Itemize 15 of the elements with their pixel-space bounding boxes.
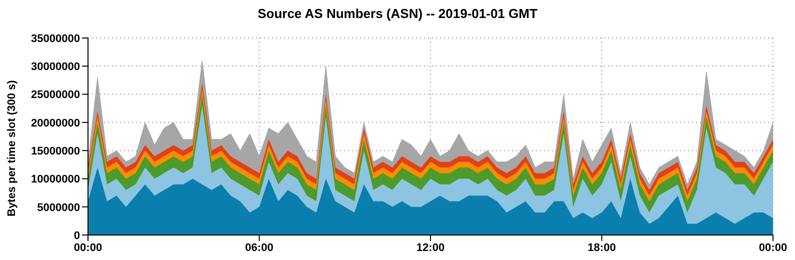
y-tick-label: 10000000 bbox=[31, 174, 80, 186]
x-tick-label: 00:00 bbox=[74, 242, 102, 254]
x-tick-label: 12:00 bbox=[416, 242, 445, 254]
y-tick-label: 35000000 bbox=[31, 32, 80, 45]
y-tick-label: 20000000 bbox=[31, 117, 80, 130]
x-tick-label: 18:00 bbox=[588, 242, 616, 254]
y-tick-label: 30000000 bbox=[31, 61, 80, 74]
x-tick-label: 00:00 bbox=[758, 242, 788, 254]
y-axis-title: Bytes per time slot (300 s) bbox=[6, 80, 18, 216]
y-tick-label: 15000000 bbox=[31, 145, 80, 158]
y-tick-label: 25000000 bbox=[31, 89, 80, 102]
y-tick-label: 0 bbox=[74, 230, 80, 242]
x-tick-label: 06:00 bbox=[245, 242, 274, 254]
chart-title: Source AS Numbers (ASN) -- 2019-01-01 GMT bbox=[256, 6, 538, 21]
y-tick-label: 5000000 bbox=[37, 202, 80, 214]
